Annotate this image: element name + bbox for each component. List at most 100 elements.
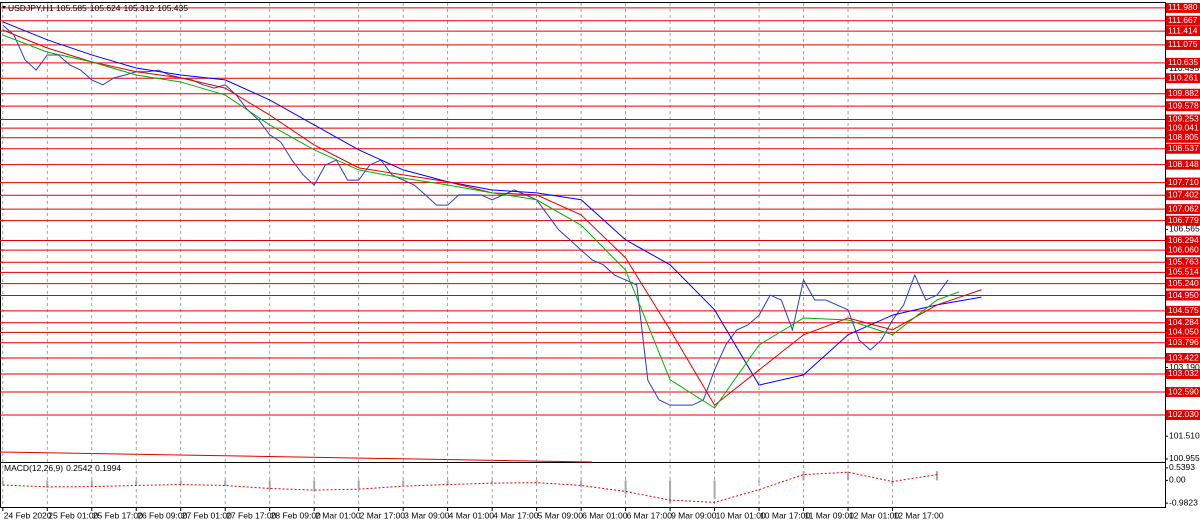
- level-label-box: [1166, 337, 1200, 348]
- macd-bar: [758, 480, 761, 483]
- level-label-box: [1166, 278, 1200, 289]
- x-tick-label: 11 Mar 09:00: [805, 510, 855, 520]
- x-tick-label: 28 Feb 09:00: [271, 510, 321, 520]
- x-tick-label: 12 Mar 01:00: [849, 510, 899, 520]
- moving-average: [2, 34, 960, 409]
- macd-bar: [891, 480, 894, 484]
- level-label: 109.041: [1168, 122, 1199, 132]
- macd-bar: [624, 480, 627, 495]
- x-tick-label: 27 Feb 01:00: [182, 510, 232, 520]
- level-label: 104.050: [1168, 327, 1199, 337]
- level-label: 111.980: [1168, 2, 1198, 12]
- level-label-box: [1166, 190, 1200, 201]
- x-tick-label: 2 Mar 17:00: [360, 510, 406, 520]
- macd-bar: [357, 480, 360, 489]
- macd-bar: [46, 480, 49, 488]
- level-label-box: [1166, 159, 1200, 170]
- level-label-box: [1166, 39, 1200, 50]
- macd-bar: [1, 480, 4, 484]
- level-label-box: [1166, 114, 1200, 125]
- macd-bar: [847, 472, 850, 481]
- level-label-box: [1166, 257, 1200, 268]
- level-label: 110.635: [1168, 57, 1198, 67]
- level-label: 109.578: [1168, 100, 1199, 110]
- level-label-box: [1166, 215, 1200, 226]
- macd-bar: [491, 480, 494, 483]
- level-label: 108.805: [1168, 132, 1199, 142]
- level-label: 106.779: [1168, 215, 1199, 225]
- level-label-box: [1166, 235, 1200, 246]
- level-label-box: [1166, 88, 1200, 99]
- x-tick-label: 2 Mar 01:00: [315, 510, 361, 520]
- trend-line: [0, 451, 593, 463]
- level-label-box: [1166, 143, 1200, 154]
- level-label-box: [1166, 409, 1200, 420]
- moving-average: [2, 21, 982, 386]
- x-tick-label: 24 Feb 2020: [4, 510, 52, 520]
- level-label-box: [1166, 73, 1200, 84]
- macd-bar: [802, 471, 805, 481]
- macd-bar: [713, 480, 716, 499]
- macd-bar: [313, 480, 316, 491]
- chart-header: USDJPY,H1 105.585 105.624 105.312 105.435: [8, 3, 188, 13]
- x-tick-label: 4 Mar 17:00: [493, 510, 539, 520]
- level-label-box: [1166, 26, 1200, 37]
- level-label: 111.075: [1168, 39, 1198, 49]
- header-low: 105.312: [124, 3, 155, 13]
- level-label-box: [1166, 305, 1200, 316]
- level-label: 104.950: [1168, 290, 1199, 300]
- y-tick-label: 0.00: [1169, 475, 1186, 485]
- macd-bar: [402, 480, 405, 485]
- x-tick-label: 5 Mar 09:00: [538, 510, 584, 520]
- level-label: 102.590: [1168, 386, 1199, 396]
- level-label: 105.763: [1168, 256, 1199, 266]
- x-tick-label: 25 Feb 01:00: [48, 510, 98, 520]
- x-tick-label: 10 Mar 17:00: [760, 510, 810, 520]
- x-tick-label: 25 Feb 17:00: [93, 510, 143, 520]
- header-arrow: [2, 6, 6, 9]
- level-label-box: [1166, 123, 1200, 134]
- header-close: 105.435: [157, 3, 188, 13]
- level-label-box: [1166, 177, 1200, 188]
- macd-bar: [669, 480, 672, 504]
- y-tick-label: -0.9823: [1169, 497, 1198, 507]
- level-label: 109.253: [1168, 114, 1199, 124]
- x-tick-label: 6 Mar 17:00: [627, 510, 673, 520]
- level-label-box: [1166, 245, 1200, 256]
- level-label: 111.667: [1168, 15, 1198, 25]
- level-label: 106.060: [1168, 244, 1199, 254]
- level-label: 103.422: [1168, 352, 1199, 362]
- macd-bar: [580, 480, 583, 488]
- macd-bar: [179, 480, 182, 484]
- header-high: 105.624: [90, 3, 121, 13]
- macd-panel: [0, 462, 1166, 508]
- x-tick-label: 10 Mar 01:00: [716, 510, 766, 520]
- macd-title: MACD(12,26,9) 0.2542 0.1994: [4, 463, 121, 473]
- level-label-box: [1166, 290, 1200, 301]
- macd-value: 0.1994: [95, 463, 121, 473]
- macd-bar: [224, 480, 227, 487]
- y-tick-label: 101.510: [1169, 430, 1200, 440]
- level-label: 107.062: [1168, 203, 1199, 213]
- level-label-box: [1166, 368, 1200, 379]
- level-label: 111.414: [1168, 25, 1198, 35]
- level-label-box: [1166, 132, 1200, 143]
- x-tick-label: 3 Mar 09:00: [404, 510, 450, 520]
- macd-value: 0.2542: [66, 463, 92, 473]
- level-label: 104.575: [1168, 305, 1199, 315]
- level-label: 108.537: [1168, 143, 1199, 153]
- level-label: 109.882: [1168, 88, 1199, 98]
- level-label: 102.030: [1168, 409, 1199, 419]
- level-label: 108.148: [1168, 159, 1199, 169]
- y-tick-label: 0.5393: [1169, 462, 1195, 472]
- x-tick-label: 26 Feb 09:00: [137, 510, 187, 520]
- level-label-box: [1166, 387, 1200, 398]
- x-tick-label: 27 Feb 17:00: [226, 510, 276, 520]
- level-label-box: [1166, 15, 1200, 26]
- level-label: 107.402: [1168, 189, 1199, 199]
- macd-bar: [446, 480, 449, 484]
- macd-bar: [90, 480, 93, 487]
- level-label: 105.240: [1168, 278, 1199, 288]
- macd-bar: [936, 471, 939, 481]
